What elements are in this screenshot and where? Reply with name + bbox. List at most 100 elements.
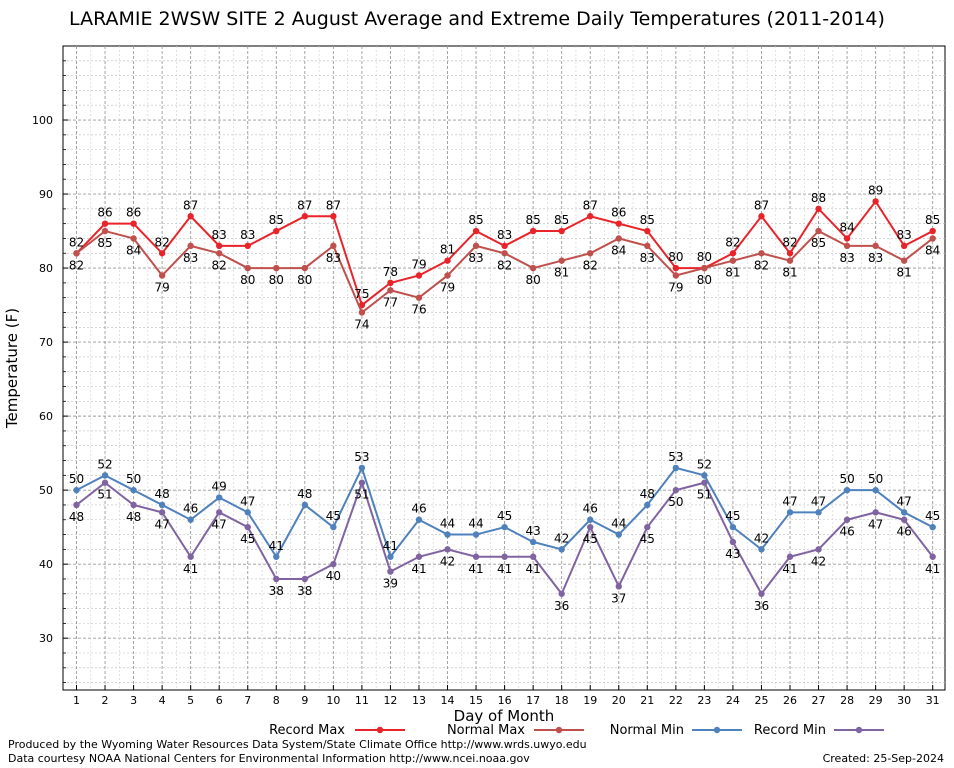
data-point: [615, 531, 622, 538]
data-point: [729, 250, 737, 257]
x-tick-label: 5: [187, 694, 194, 707]
data-point: [73, 501, 80, 509]
data-label: 85: [640, 213, 655, 227]
data-label: 84: [611, 243, 626, 257]
data-label: 79: [668, 280, 683, 294]
data-label: 41: [782, 562, 797, 576]
x-tick-label: 9: [301, 694, 308, 707]
data-label: 74: [354, 317, 369, 331]
data-point: [358, 479, 366, 486]
data-label: 37: [611, 591, 626, 605]
data-label: 82: [583, 258, 598, 272]
data-label: 81: [440, 243, 455, 257]
data-label: 47: [897, 494, 912, 508]
data-point: [501, 523, 508, 531]
data-point: [501, 553, 508, 560]
data-label: 80: [269, 273, 284, 287]
data-label: 80: [240, 273, 255, 287]
data-label: 82: [497, 258, 512, 272]
data-label: 41: [183, 562, 198, 576]
data-label: 85: [525, 213, 540, 227]
data-label: 50: [839, 472, 854, 486]
data-label: 45: [583, 532, 598, 546]
y-tick-label: 30: [39, 632, 53, 645]
data-label: 45: [725, 509, 740, 523]
y-axis-label: Temperature (F): [3, 308, 21, 429]
data-point: [786, 509, 794, 516]
data-point: [501, 250, 508, 257]
y-tick-label: 50: [39, 484, 53, 497]
x-tick-label: 7: [244, 694, 251, 707]
data-label: 41: [925, 562, 940, 576]
data-label: 50: [868, 472, 883, 486]
data-point: [387, 568, 394, 575]
data-label: 86: [97, 206, 112, 220]
data-point: [929, 227, 936, 235]
x-tick-label: 10: [326, 694, 340, 707]
data-label: 51: [97, 488, 112, 502]
data-point: [615, 220, 622, 227]
data-point: [415, 294, 423, 301]
data-label: 87: [754, 198, 769, 212]
data-label: 80: [668, 250, 683, 264]
data-label: 47: [240, 494, 255, 508]
data-label: 41: [383, 539, 398, 553]
data-point: [815, 546, 822, 553]
data-point: [387, 553, 394, 560]
data-label: 85: [925, 213, 940, 227]
data-label: 83: [868, 251, 883, 265]
data-point: [472, 227, 480, 235]
data-point: [444, 531, 451, 538]
data-label: 47: [782, 494, 797, 508]
x-tick-label: 6: [216, 694, 223, 707]
data-point: [130, 235, 137, 242]
data-point: [330, 213, 337, 220]
data-point: [815, 509, 822, 516]
x-tick-label: 2: [102, 694, 109, 707]
data-label: 45: [640, 532, 655, 546]
data-label: 51: [354, 488, 369, 502]
data-label: 44: [468, 517, 483, 531]
data-point: [644, 242, 651, 250]
data-label: 42: [440, 554, 455, 568]
data-point: [73, 486, 80, 494]
data-label: 41: [497, 562, 512, 576]
data-point: [273, 227, 280, 235]
data-point: [558, 546, 565, 553]
legend-marker: [855, 726, 863, 734]
data-label: 85: [554, 213, 569, 227]
data-point: [872, 509, 879, 516]
x-tick-label: 13: [412, 694, 426, 707]
data-point: [472, 242, 480, 250]
data-label: 84: [839, 220, 854, 234]
data-label: 46: [897, 525, 912, 539]
data-point: [330, 523, 337, 531]
data-label: 87: [326, 198, 341, 212]
data-point: [929, 553, 936, 560]
data-label: 83: [326, 251, 341, 265]
data-point: [472, 531, 480, 538]
x-tick-label: 11: [355, 694, 369, 707]
data-point: [130, 220, 137, 227]
x-tick-label: 28: [840, 694, 854, 707]
data-point: [672, 272, 680, 279]
data-point: [501, 242, 508, 250]
data-point: [587, 516, 594, 523]
data-point: [330, 242, 337, 250]
data-label: 83: [240, 228, 255, 242]
data-label: 47: [212, 517, 227, 531]
footer-data-courtesy: Data courtesy NOAA National Centers for …: [8, 752, 530, 765]
data-label: 51: [697, 488, 712, 502]
data-label: 82: [69, 235, 84, 249]
data-point: [843, 516, 851, 523]
data-label: 87: [583, 198, 598, 212]
data-point: [216, 494, 223, 501]
data-point: [130, 501, 137, 509]
data-label: 82: [154, 235, 169, 249]
data-label: 46: [411, 502, 426, 516]
data-point: [701, 479, 708, 486]
data-point: [330, 560, 337, 568]
data-label: 82: [754, 258, 769, 272]
